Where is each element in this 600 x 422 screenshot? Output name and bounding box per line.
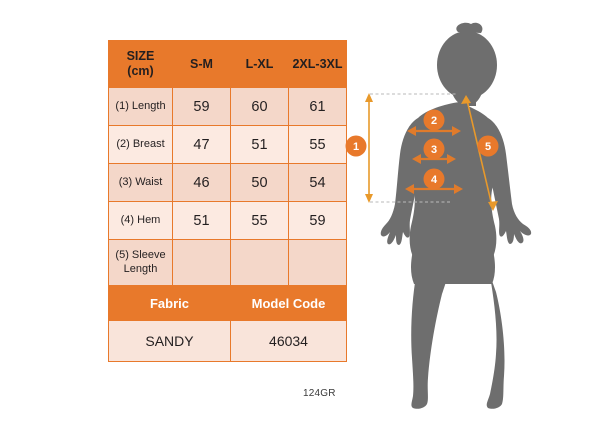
row-label-sleeve-length: (5) Sleeve Length bbox=[108, 239, 173, 286]
row-label-length: (1) Length bbox=[108, 87, 173, 126]
table-row: (3) Waist 46 50 54 bbox=[108, 163, 347, 202]
cell-length-l-xl: 60 bbox=[230, 87, 289, 126]
header-cell-s-m: S-M bbox=[172, 40, 231, 88]
measure-line-breast bbox=[407, 126, 461, 136]
size-chart-table: SIZE (cm) S-M L-XL 2XL-3XL (1) Length 59… bbox=[108, 40, 347, 362]
badge-3: 3 bbox=[423, 138, 445, 160]
footer-value-fabric: SANDY bbox=[108, 320, 231, 362]
cell-hem-l-xl: 55 bbox=[230, 201, 289, 240]
cell-hem-2xl-3xl: 59 bbox=[288, 201, 347, 240]
measure-line-length bbox=[365, 93, 373, 203]
cell-sleeve-l-xl bbox=[230, 239, 289, 286]
row-label-hem: (4) Hem bbox=[108, 201, 173, 240]
table-header-row: SIZE (cm) S-M L-XL 2XL-3XL bbox=[108, 40, 347, 88]
header-cell-2xl-3xl: 2XL-3XL bbox=[288, 40, 347, 88]
cell-waist-s-m: 46 bbox=[172, 163, 231, 202]
badge-4: 4 bbox=[423, 168, 445, 190]
header-cell-l-xl: L-XL bbox=[230, 40, 289, 88]
footer-value-row: SANDY 46034 bbox=[108, 320, 347, 362]
badge-3-label: 3 bbox=[431, 144, 437, 156]
cell-breast-2xl-3xl: 55 bbox=[288, 125, 347, 164]
table-row: (2) Breast 47 51 55 bbox=[108, 125, 347, 164]
badge-2: 2 bbox=[423, 109, 445, 131]
footer-value-model-code: 46034 bbox=[230, 320, 347, 362]
badge-1-label: 1 bbox=[353, 141, 359, 153]
row-label-sleeve-line2: Length bbox=[123, 262, 158, 275]
row-label-breast: (2) Breast bbox=[108, 125, 173, 164]
cell-waist-2xl-3xl: 54 bbox=[288, 163, 347, 202]
header-size-line2: (cm) bbox=[127, 64, 154, 78]
table-row: (1) Length 59 60 61 bbox=[108, 87, 347, 126]
footer-header-fabric: Fabric bbox=[108, 285, 231, 321]
female-silhouette-icon bbox=[380, 22, 532, 409]
cell-length-2xl-3xl: 61 bbox=[288, 87, 347, 126]
body-measurement-diagram: 1 2 3 4 5 bbox=[340, 18, 600, 414]
table-row: (5) Sleeve Length bbox=[108, 239, 347, 286]
cell-waist-l-xl: 50 bbox=[230, 163, 289, 202]
cell-sleeve-s-m bbox=[172, 239, 231, 286]
badge-2-label: 2 bbox=[431, 115, 437, 127]
cell-breast-s-m: 47 bbox=[172, 125, 231, 164]
header-cell-size: SIZE (cm) bbox=[108, 40, 173, 88]
measure-line-sleeve bbox=[461, 95, 498, 211]
header-size-line1: SIZE bbox=[126, 49, 155, 64]
cell-breast-l-xl: 51 bbox=[230, 125, 289, 164]
row-label-waist: (3) Waist bbox=[108, 163, 173, 202]
cell-sleeve-2xl-3xl bbox=[288, 239, 347, 286]
footer-header-model-code: Model Code bbox=[230, 285, 347, 321]
cell-length-s-m: 59 bbox=[172, 87, 231, 126]
row-label-sleeve-line1: (5) Sleeve bbox=[115, 248, 166, 261]
footer-header-row: Fabric Model Code bbox=[108, 285, 347, 321]
badge-5: 5 bbox=[477, 135, 499, 157]
badge-4-label: 4 bbox=[431, 174, 438, 186]
product-code-tag: 124GR bbox=[303, 388, 336, 399]
badge-1: 1 bbox=[345, 135, 367, 157]
badge-5-label: 5 bbox=[485, 141, 491, 153]
cell-hem-s-m: 51 bbox=[172, 201, 231, 240]
length-guide-lines bbox=[370, 93, 458, 203]
table-row: (4) Hem 51 55 59 bbox=[108, 201, 347, 240]
